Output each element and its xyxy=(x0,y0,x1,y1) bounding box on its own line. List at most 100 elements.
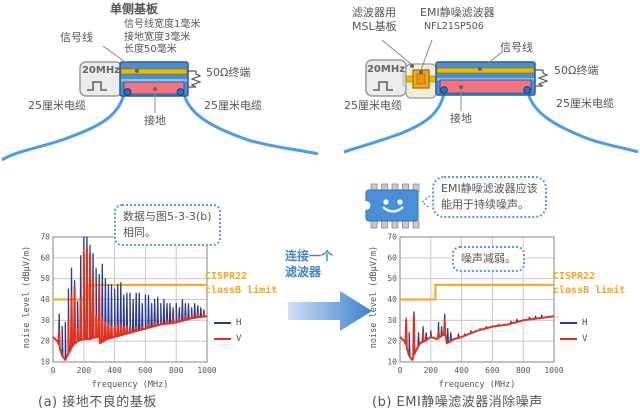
x-tick-label: 400 xyxy=(107,366,122,375)
pulse-waveform-icon-a xyxy=(87,81,107,91)
cable-right-b xyxy=(526,92,639,154)
x-tick-label: 200 xyxy=(77,366,92,375)
caption-a: (a) 接地不良的基板 xyxy=(38,395,157,410)
leader-dot xyxy=(153,87,157,91)
emi-filter-core xyxy=(416,73,426,85)
signal-trace-b xyxy=(436,67,535,74)
x-tick-label: 200 xyxy=(424,366,439,375)
x-tick-label: 0 xyxy=(398,366,403,375)
emi-filter-part-number: NFL21SP506 xyxy=(424,21,484,32)
board-diagram-a xyxy=(1,45,319,162)
signal-generator-label-b: 20MHz xyxy=(366,64,406,75)
speech-bubble-tail xyxy=(420,195,431,209)
pulse-waveform-icon-b xyxy=(373,81,393,91)
chip-smile xyxy=(382,206,404,213)
legend-label: V xyxy=(582,334,588,344)
legend-item-H: H xyxy=(560,318,587,328)
ground-label-b: 接地 xyxy=(450,112,472,125)
limit-line xyxy=(400,283,554,301)
y-tick-label: 70 xyxy=(387,233,397,242)
connector-dot xyxy=(176,88,185,96)
y-axis-title-b: noise level (dBμV/m) xyxy=(369,245,379,349)
board-diagram-b xyxy=(343,39,639,154)
x-axis-title: frequency (MHz) xyxy=(92,380,169,390)
pcb-divider-a xyxy=(121,79,187,82)
signal-trace-a xyxy=(120,68,188,75)
cable-left-b xyxy=(343,92,446,154)
leader-dot xyxy=(459,85,463,89)
callout-same-data: 数据与图5-3-3(b) 相同。 xyxy=(114,204,221,246)
x-tick-label: 800 xyxy=(169,366,184,375)
y-tick-label: 10 xyxy=(40,358,50,367)
cable-right-a xyxy=(182,93,319,156)
connect-arrow-icon xyxy=(288,291,372,331)
x-tick-label: 0 xyxy=(51,366,56,375)
chip-pins xyxy=(370,183,420,229)
cable-left-a xyxy=(1,93,126,162)
msl-board-label-b: 滤波器用 MSL基板 xyxy=(352,6,397,33)
y-tick-label: 70 xyxy=(40,233,50,242)
signal-line-label-b: 信号线 xyxy=(500,41,533,54)
y-tick-label: 20 xyxy=(387,337,397,346)
resistor-icon-a xyxy=(190,71,202,88)
leader-signal-b xyxy=(481,51,503,69)
connector-dot xyxy=(523,86,531,94)
emi-filter-label-b: EMI静噪滤波器 xyxy=(420,6,495,19)
noise-chart-a: 10 20 30 40 50 60 70 0 200 400 600 800 1000 frequency… xyxy=(40,233,216,391)
cable-left-label-a: 25厘米电缆 xyxy=(28,99,86,112)
cable-right-label-a: 25厘米电缆 xyxy=(204,99,262,112)
cable-left-label-b: 25厘米电缆 xyxy=(344,99,402,112)
legend-swatch xyxy=(560,322,577,324)
resistor-icon-b xyxy=(537,70,549,87)
leader-signal-a xyxy=(102,45,137,71)
connector-dot xyxy=(440,86,448,94)
x-axis-title: frequency (MHz) xyxy=(439,380,516,390)
connect-filter-text: 连接一个 滤波器 xyxy=(285,249,334,280)
y-tick-label: 50 xyxy=(40,274,50,283)
x-tick-label: 600 xyxy=(138,366,153,375)
caption-b: (b) EMI静噪滤波器消除噪声 xyxy=(372,395,543,410)
pcb-divider-b xyxy=(437,78,534,81)
mascot-speech-bubble: EMI静噪滤波器应该 能用于持续噪声。 xyxy=(432,176,547,218)
y-tick-label: 30 xyxy=(387,316,397,325)
legend-label: H xyxy=(236,318,242,328)
termination-label-b: 50Ω终端 xyxy=(554,64,599,77)
x-tick-label: 1000 xyxy=(544,366,563,375)
chip-notch xyxy=(361,201,371,210)
x-tick-label: 600 xyxy=(485,366,500,375)
y-tick-label: 20 xyxy=(40,337,50,346)
board-a-title: 单侧基板 xyxy=(110,2,159,16)
y-tick-label: 50 xyxy=(387,274,397,283)
x-tick-label: 1000 xyxy=(197,366,216,375)
chip-eye xyxy=(383,199,389,205)
callout-noise-reduced: 噪声减弱。 xyxy=(452,246,525,272)
legend-item-V: V xyxy=(560,334,587,344)
series-V xyxy=(52,246,208,361)
y-tick-label: 60 xyxy=(40,253,50,262)
leader-dot xyxy=(478,67,482,71)
leader-msl-b xyxy=(381,39,412,65)
legend-swatch xyxy=(560,338,577,340)
cispr-limit-label-b: CISPR22 classB limit xyxy=(553,271,626,296)
leader-filter-b xyxy=(420,39,433,71)
cispr-limit-label-a: CISPR22 classB limit xyxy=(205,271,278,296)
leader-dot xyxy=(410,64,414,68)
termination-label-a: 50Ω终端 xyxy=(206,66,251,79)
signal-generator-label-a: 20MHz xyxy=(81,65,121,76)
x-tick-label: 400 xyxy=(454,366,469,375)
connector-dot xyxy=(123,88,132,96)
cable-right-label-b: 25厘米电缆 xyxy=(556,97,614,110)
legend-swatch xyxy=(214,338,231,340)
y-tick-label: 40 xyxy=(387,295,397,304)
legend-label: V xyxy=(236,334,242,344)
chip-eye xyxy=(397,199,403,205)
signal-line-label-a: 信号线 xyxy=(60,31,93,44)
ground-layer-b xyxy=(439,79,532,94)
x-tick-label: 800 xyxy=(516,366,531,375)
legend-label: H xyxy=(582,318,588,328)
leader-dot xyxy=(135,69,139,73)
chip-mascot-icon xyxy=(361,183,431,229)
